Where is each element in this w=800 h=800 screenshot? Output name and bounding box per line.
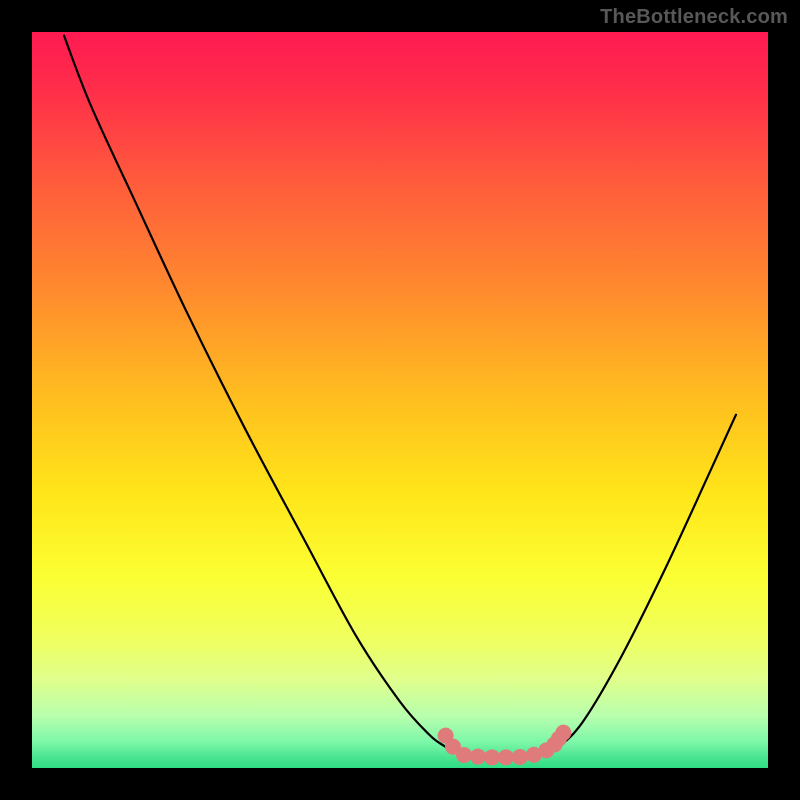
bottom-marker-dot bbox=[556, 725, 571, 740]
watermark-text: TheBottleneck.com bbox=[600, 6, 788, 29]
plot-area bbox=[32, 32, 768, 768]
bottom-marker-dot bbox=[471, 749, 486, 764]
bottom-marker-dot bbox=[485, 750, 500, 765]
chart-frame: TheBottleneck.com bbox=[0, 0, 800, 800]
curve-layer bbox=[32, 32, 768, 768]
bottom-marker-dot bbox=[498, 750, 513, 765]
bottom-marker-strip bbox=[438, 725, 571, 765]
bottleneck-curve bbox=[64, 36, 736, 758]
bottom-marker-dot bbox=[457, 748, 472, 763]
bottom-marker-dot bbox=[512, 749, 527, 764]
